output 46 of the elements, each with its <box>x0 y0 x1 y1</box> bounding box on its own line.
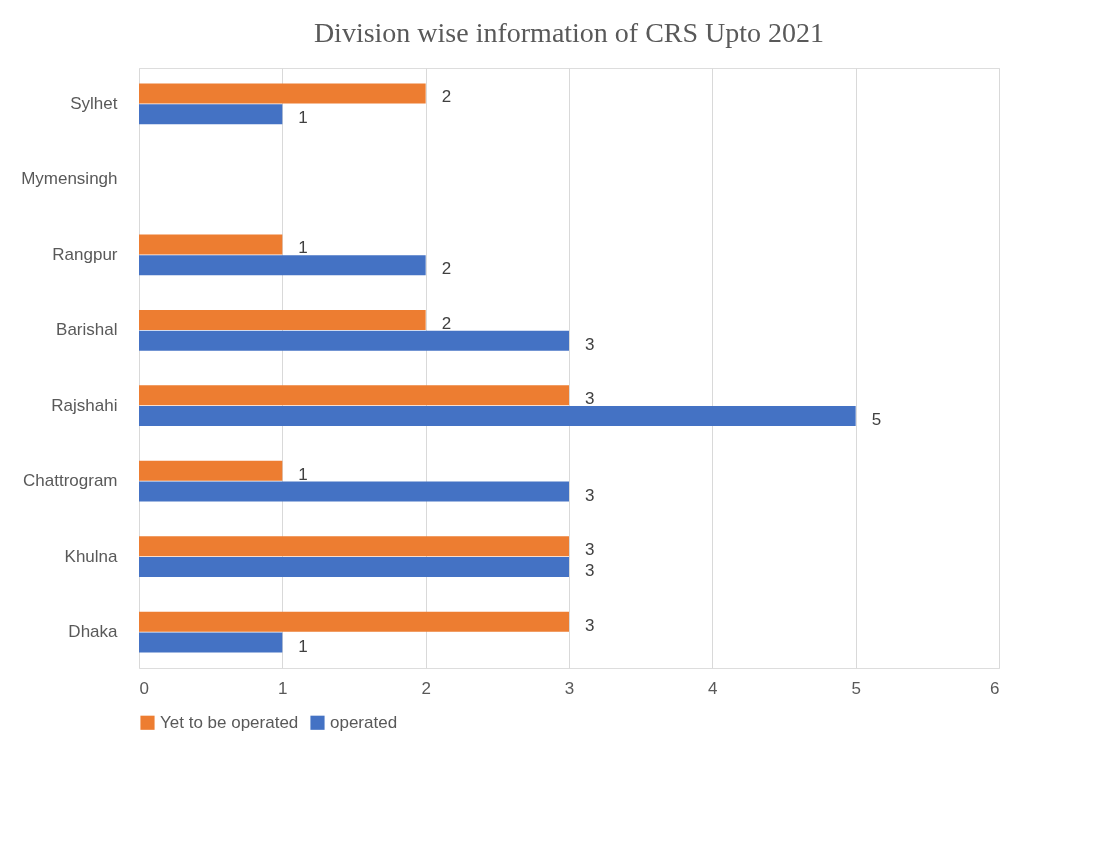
x-tick-label: 2 <box>421 678 431 698</box>
y-tick-label: Rajshahi <box>51 395 118 415</box>
y-tick-label: Barishal <box>56 320 118 340</box>
data-label: 5 <box>871 410 882 430</box>
data-label: 3 <box>585 485 595 505</box>
bar <box>139 330 569 351</box>
bar <box>139 83 426 104</box>
bar <box>139 309 426 330</box>
bar <box>139 406 856 427</box>
data-label: 1 <box>298 464 308 484</box>
x-tick-label: 4 <box>708 678 718 698</box>
data-label: 2 <box>441 87 452 107</box>
bar <box>139 104 283 125</box>
data-label: 3 <box>585 615 595 635</box>
data-label: 2 <box>441 313 452 333</box>
y-tick-label: Mymensingh <box>21 169 118 189</box>
bar <box>139 234 283 255</box>
y-tick-label: Khulna <box>64 546 119 566</box>
x-tick-label: 1 <box>278 678 288 698</box>
y-tick-label: Dhaka <box>68 622 119 642</box>
x-tick-label: 3 <box>564 678 575 698</box>
legend-label: operated <box>330 712 398 732</box>
x-tick-label: 6 <box>990 678 1000 698</box>
data-label: 1 <box>298 108 308 128</box>
x-tick-label: 5 <box>851 678 861 698</box>
bar <box>139 481 569 502</box>
y-tick-label: Sylhet <box>70 93 118 113</box>
legend-label: Yet to be operated <box>160 712 299 732</box>
data-label: 1 <box>298 238 308 258</box>
data-label: 3 <box>585 540 595 560</box>
bar <box>139 611 569 632</box>
bar <box>139 385 569 406</box>
bar <box>139 536 569 557</box>
chart-title: Division wise information of CRS Upto 2021 <box>313 17 825 48</box>
data-label: 3 <box>585 561 595 581</box>
data-label: 1 <box>298 636 308 656</box>
bar <box>139 255 426 276</box>
data-label: 3 <box>585 389 595 409</box>
bar <box>139 460 283 481</box>
x-tick-label: 0 <box>139 678 149 698</box>
bar <box>139 632 283 653</box>
y-tick-label: Rangpur <box>52 244 118 264</box>
y-tick-label: Chattrogram <box>23 471 118 491</box>
data-label: 3 <box>585 334 595 354</box>
bar <box>139 557 569 578</box>
data-label: 2 <box>441 259 452 279</box>
